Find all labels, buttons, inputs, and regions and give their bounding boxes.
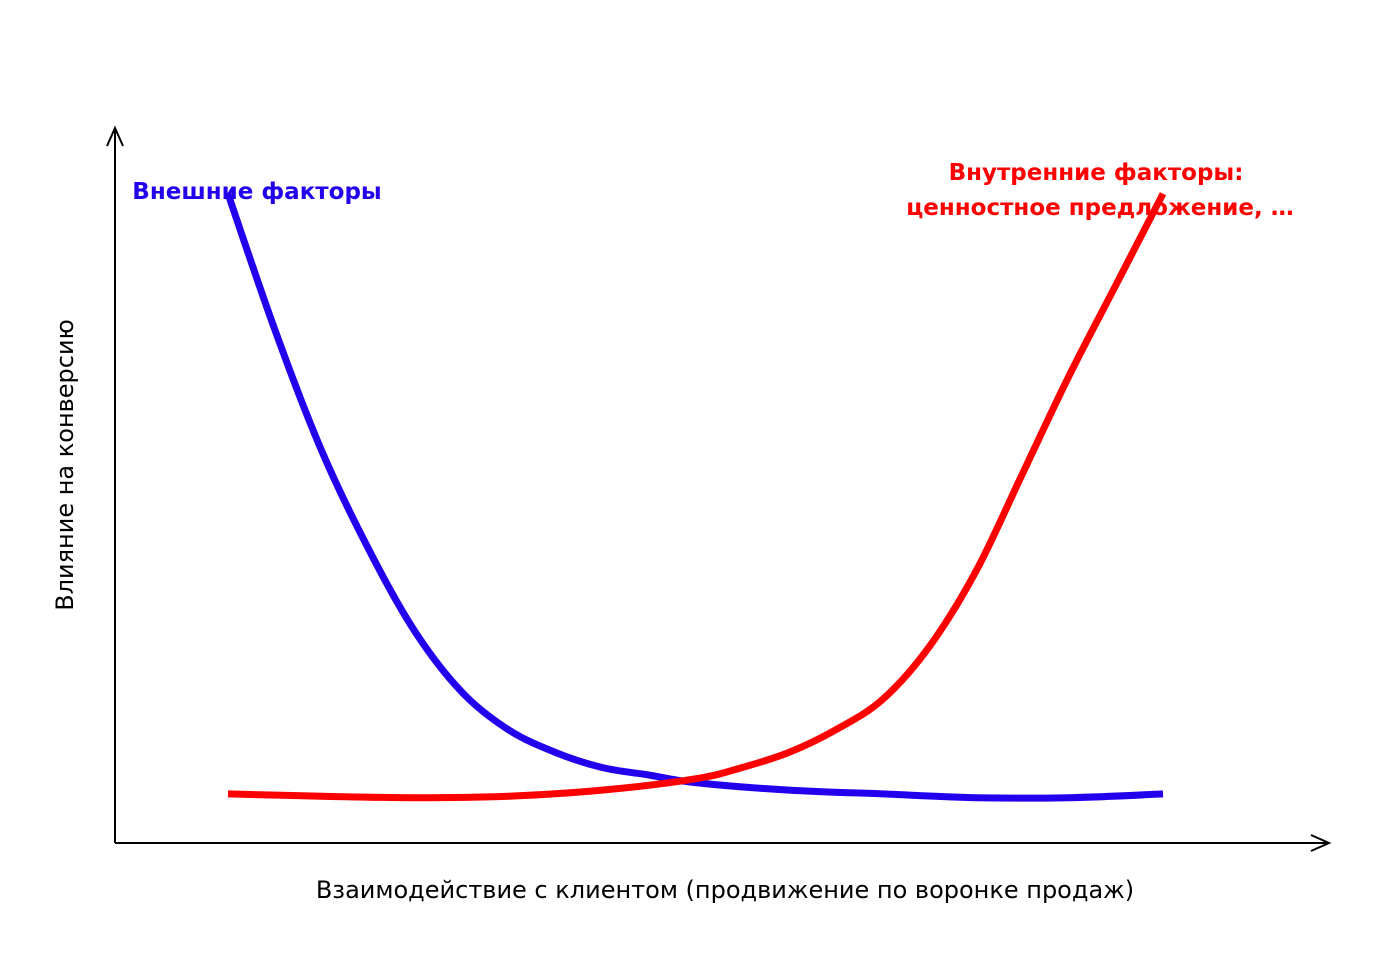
x-axis-arrow bbox=[1310, 834, 1332, 852]
y-axis-label: Влияние на конверсию bbox=[51, 319, 79, 611]
series-label-external: Внешние факторы bbox=[132, 179, 381, 205]
series-line-internal bbox=[227, 192, 1167, 802]
x-axis-label: Взаимодействие с клиентом (продвижение п… bbox=[316, 876, 1134, 904]
series-line-external bbox=[224, 192, 1164, 802]
series-label-internal: Внутренние факторы: ценностное предложен… bbox=[906, 160, 1294, 221]
y-axis-arrow bbox=[106, 125, 124, 147]
series-label-internal-line-1: Внутренние факторы: bbox=[949, 160, 1244, 186]
series-layer bbox=[224, 192, 1167, 802]
series-label-internal-line-2: ценностное предложение, … bbox=[906, 195, 1294, 221]
